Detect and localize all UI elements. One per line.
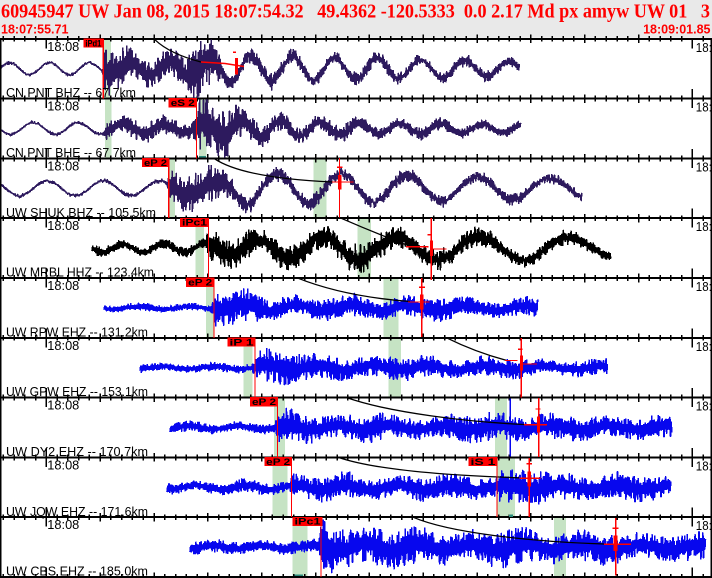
svg-text:eP 2: eP 2 [252, 397, 276, 407]
svg-text:18:08: 18:08 [47, 457, 79, 472]
svg-text:18:08: 18:08 [47, 517, 79, 532]
svg-text:18:08: 18:08 [47, 158, 79, 173]
svg-text:18:: 18: [696, 279, 712, 294]
svg-text:18:: 18: [696, 339, 712, 354]
svg-text:CN PNT BHZ -- 67.7km: CN PNT BHZ -- 67.7km [6, 85, 136, 100]
svg-text:iP 1: iP 1 [230, 337, 254, 347]
svg-text:18:: 18: [696, 399, 712, 414]
svg-text:UW MRBL HHZ -- 123.4km: UW MRBL HHZ -- 123.4km [6, 265, 154, 280]
svg-text:18:: 18: [696, 159, 712, 174]
svg-text:iS 1: iS 1 [471, 457, 496, 467]
svg-text:18:: 18: [696, 40, 712, 55]
svg-text:eP 2: eP 2 [144, 158, 167, 168]
svg-text:18:07:55.71: 18:07:55.71 [1, 23, 68, 37]
svg-text:eP 2: eP 2 [188, 278, 212, 288]
svg-text:UW GPW EHZ -- 153.1km: UW GPW EHZ -- 153.1km [6, 384, 148, 399]
svg-text:18:08: 18:08 [47, 278, 79, 293]
svg-text:iPc1: iPc1 [295, 517, 321, 527]
svg-text:CN PNT BHE -- 67.7km: CN PNT BHE -- 67.7km [6, 145, 136, 160]
svg-text:eS 2: eS 2 [171, 98, 195, 108]
svg-text:18:: 18: [696, 219, 712, 234]
svg-text:UW SHUK BHZ -- 105.5km: UW SHUK BHZ -- 105.5km [6, 205, 156, 220]
svg-text:60945947 UW Jan 08, 2015 18:07: 60945947 UW Jan 08, 2015 18:07:54.32 49.… [1, 0, 710, 22]
svg-text:18:09:01.85: 18:09:01.85 [643, 23, 710, 37]
svg-text:18:: 18: [696, 100, 712, 115]
svg-text:UW DY2 EHZ -- 170.7km: UW DY2 EHZ -- 170.7km [6, 444, 148, 459]
svg-text:18:08: 18:08 [47, 39, 79, 54]
svg-text:UW CBS EHZ -- 185.0km: UW CBS EHZ -- 185.0km [6, 564, 148, 578]
svg-text:18:08: 18:08 [47, 99, 79, 114]
svg-text:18:08: 18:08 [47, 338, 79, 353]
svg-text:UW RPW EHZ -- 131.2km: UW RPW EHZ -- 131.2km [6, 324, 148, 339]
svg-text:iPd1: iPd1 [85, 38, 101, 48]
svg-text:iPc1: iPc1 [182, 218, 207, 228]
svg-text:18:08: 18:08 [47, 218, 79, 233]
svg-text:eP 2: eP 2 [266, 457, 290, 467]
svg-text:18:: 18: [696, 458, 712, 473]
svg-text:18:: 18: [696, 518, 712, 533]
svg-text:18:08: 18:08 [47, 398, 79, 413]
svg-text:UW JQW EHZ -- 171.6km: UW JQW EHZ -- 171.6km [6, 504, 148, 519]
